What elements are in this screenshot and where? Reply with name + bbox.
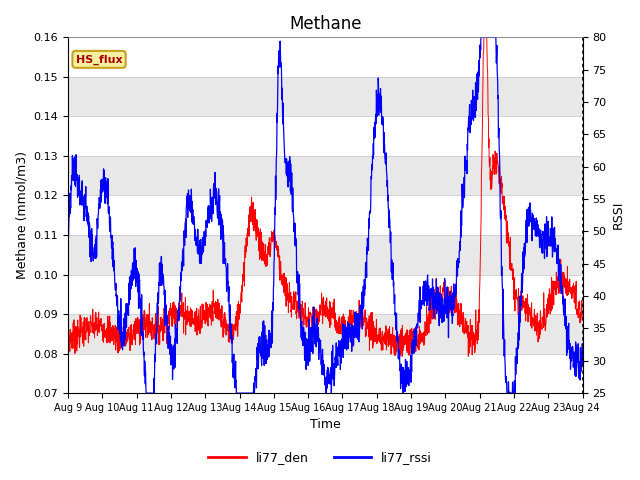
X-axis label: Time: Time: [310, 419, 340, 432]
Y-axis label: Methane (mmol/m3): Methane (mmol/m3): [15, 151, 28, 279]
Y-axis label: RSSI: RSSI: [612, 201, 625, 229]
Bar: [68, 156, 582, 195]
Bar: [68, 77, 582, 116]
Bar: [68, 314, 582, 354]
Legend: li77_den, li77_rssi: li77_den, li77_rssi: [203, 446, 437, 469]
Title: Methane: Methane: [289, 15, 362, 33]
Bar: [68, 235, 582, 275]
Text: HS_flux: HS_flux: [76, 54, 122, 64]
